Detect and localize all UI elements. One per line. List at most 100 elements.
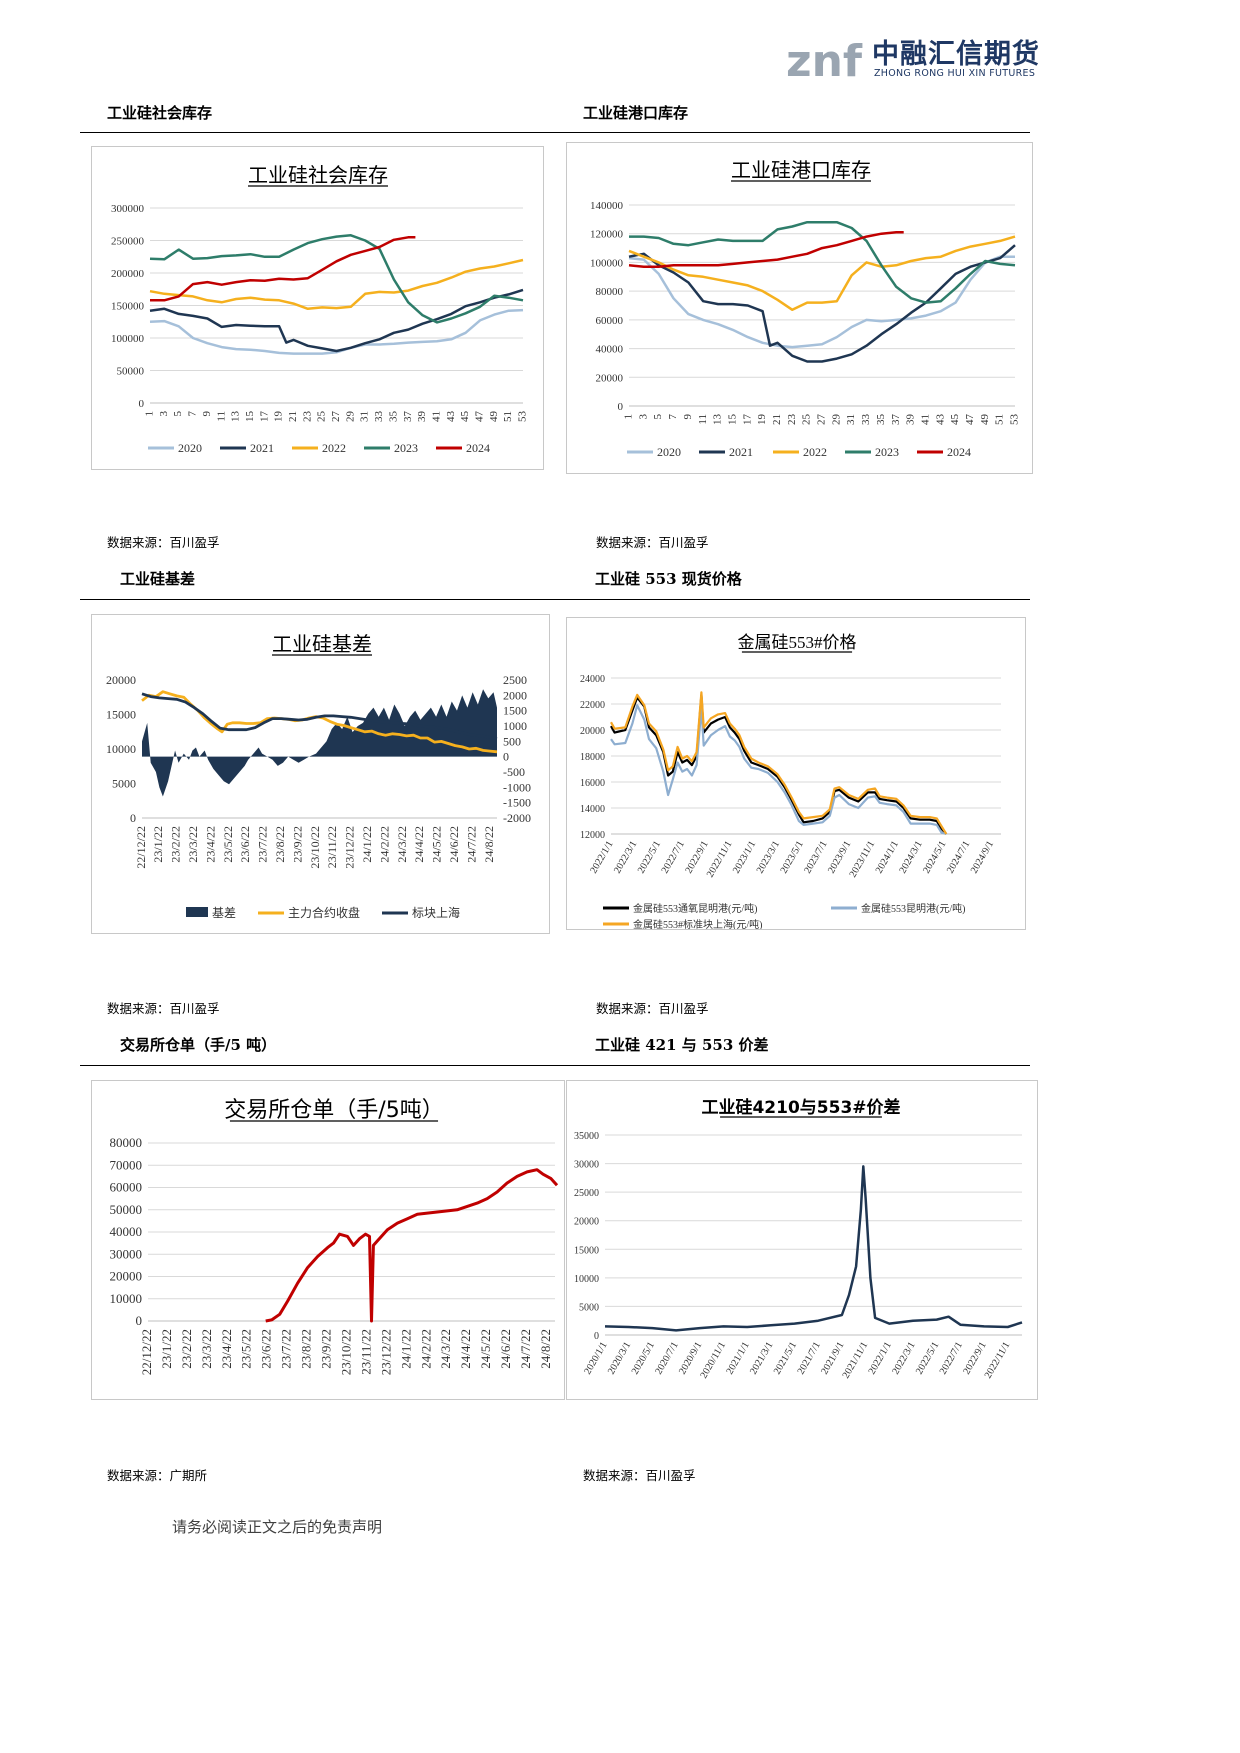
x-tick-label: 11 (697, 414, 709, 425)
x-tick-label: 31 (845, 414, 857, 425)
x-tick-label: 53 (517, 411, 529, 423)
y2-tick-label: 1000 (503, 719, 527, 733)
y-tick-label: 0 (136, 1313, 143, 1328)
y-tick-label: 18000 (580, 752, 605, 763)
x-tick-label: 23/1/22 (159, 1329, 174, 1369)
legend-label: 2021 (250, 441, 274, 455)
x-tick-label: 39 (905, 414, 917, 426)
section-divider (80, 599, 1030, 600)
legend-item: 2023 (364, 441, 418, 455)
section-divider (80, 1065, 1030, 1066)
y-tick-label: 40000 (110, 1224, 143, 1239)
x-tick-label: 19 (756, 414, 768, 426)
x-tick-label: 24/3/22 (395, 826, 409, 863)
x-tick-label: 9 (682, 414, 694, 420)
x-tick-label: 49 (488, 411, 500, 423)
x-tick-label: 23 (786, 414, 798, 426)
y-tick-label: 120000 (590, 229, 624, 241)
legend-label: 标块上海 (412, 905, 460, 920)
series-line-金属硅553#标准块上海(元/吨) (610, 691, 948, 835)
x-tick-label: 45 (459, 411, 471, 423)
y-tick-label: 100000 (590, 257, 624, 269)
chart-spot-price: 金属硅553#价格 12000 14000 16000 18000 20000 22000 2… (566, 617, 1026, 930)
legend-item: 标块上海 (382, 905, 460, 920)
legend-item: 2020 (148, 441, 202, 455)
chart-title: 交易所仓单（手/5吨） (224, 1098, 443, 1123)
series-line-2023 (149, 234, 524, 324)
x-tick-label: 41 (430, 411, 442, 422)
x-tick-label: 19 (273, 411, 285, 423)
legend-item: 2021 (699, 445, 753, 459)
y-tick-label: 140000 (590, 200, 624, 212)
series-line-2024 (150, 236, 416, 302)
chart-exchange-warrant: 交易所仓单（手/5吨） 0 10000 20000 30000 40000 50000 600… (91, 1080, 565, 1400)
x-tick-label: 23/9/22 (319, 1329, 334, 1369)
x-tick-label: 24/1/22 (398, 1329, 413, 1369)
x-tick-label: 23/8/22 (299, 1329, 314, 1369)
x-tick-label: 13 (230, 411, 242, 423)
series-line-2022 (628, 235, 1016, 312)
x-tick-label: 21 (771, 414, 783, 425)
y-tick-label: 0 (618, 401, 624, 413)
x-tick-label: 33 (373, 411, 385, 423)
x-tick-label: 24/6/22 (498, 1329, 513, 1369)
legend-item: 金属硅553昆明港(元/吨) (831, 902, 965, 915)
legend-label: 2021 (729, 445, 753, 459)
data-source-note: 数据来源：百川盈孚 (583, 1468, 696, 1483)
chart-title: 工业硅社会库存 (248, 163, 388, 187)
y2-tick-label: 500 (503, 734, 521, 748)
section-title-social-inventory: 工业硅社会库存 (107, 104, 213, 122)
x-tick-label: 1 (623, 414, 635, 420)
x-tick-label: 13 (712, 414, 724, 426)
x-tick-label: 41 (919, 414, 931, 425)
chart-421-553-spread: 工业硅4210与553#价差 0 5000 10000 15000 20000 25000 3… (566, 1080, 1038, 1400)
x-tick-label: 23/4/22 (203, 826, 217, 863)
chart-svg: 工业硅基差05000100001500020000-2000-1500-1000… (106, 632, 531, 920)
x-tick-label: 21 (287, 411, 299, 422)
x-tick-label: 29 (830, 414, 842, 426)
chart-title: 工业硅港口库存 (731, 158, 871, 182)
series-line-2024 (628, 231, 904, 268)
y-tick-label: 10000 (574, 1274, 599, 1285)
y-tick-label: 50000 (117, 366, 145, 378)
y2-tick-label: -1500 (503, 796, 531, 810)
x-tick-label: 31 (359, 411, 371, 422)
x-tick-label: 24/2/22 (418, 1329, 433, 1369)
data-source-note: 数据来源：百川盈孚 (596, 535, 709, 550)
y-tick-label: 30000 (110, 1246, 143, 1261)
y-tick-label: 25000 (574, 1188, 599, 1199)
y-tick-label: 0 (139, 398, 145, 410)
x-tick-label: 3 (637, 414, 649, 420)
chart-port-inventory: 工业硅港口库存 0 20000 40000 60000 80000 100000 120000… (566, 142, 1033, 474)
x-tick-label: 51 (502, 411, 514, 422)
x-tick-label: 23/8/22 (273, 826, 287, 863)
series-line-2021 (149, 288, 524, 353)
x-tick-label: 53 (1009, 414, 1021, 426)
chart-basis: 工业硅基差 0 5000 10000 15000 20000 -2000 -1500 -1000… (91, 614, 550, 934)
x-tick-label: 17 (741, 414, 753, 426)
x-tick-label: 25 (801, 414, 813, 426)
y-tick-label: 60000 (596, 315, 624, 327)
y-tick-label: 70000 (110, 1157, 143, 1172)
y-tick-label: 24000 (580, 674, 605, 685)
x-tick-label: 7 (187, 411, 199, 417)
legend-label: 2024 (947, 445, 971, 459)
y-tick-label: 15000 (574, 1245, 599, 1256)
y-tick-label: 16000 (580, 778, 605, 789)
legend-label: 2024 (466, 441, 490, 455)
x-tick-label: 15 (726, 414, 738, 426)
legend-item: 2023 (845, 445, 899, 459)
legend-item: 2021 (220, 441, 274, 455)
x-tick-label: 5 (652, 414, 664, 420)
x-tick-label: 17 (258, 411, 270, 423)
logo-mark-text: znf (786, 36, 863, 86)
x-tick-label: 3 (158, 411, 170, 417)
x-tick-label: 24/8/22 (482, 826, 496, 863)
section-title-port-inventory: 工业硅港口库存 (583, 104, 689, 122)
legend-item: 金属硅553#标准块上海(元/吨) (603, 918, 762, 929)
x-tick-label: 29 (344, 411, 356, 423)
y-tick-label: 20000 (596, 372, 624, 384)
x-tick-label: 27 (330, 411, 342, 423)
y-tick-label: 12000 (580, 830, 605, 841)
x-tick-label: 24/3/22 (438, 1329, 453, 1369)
